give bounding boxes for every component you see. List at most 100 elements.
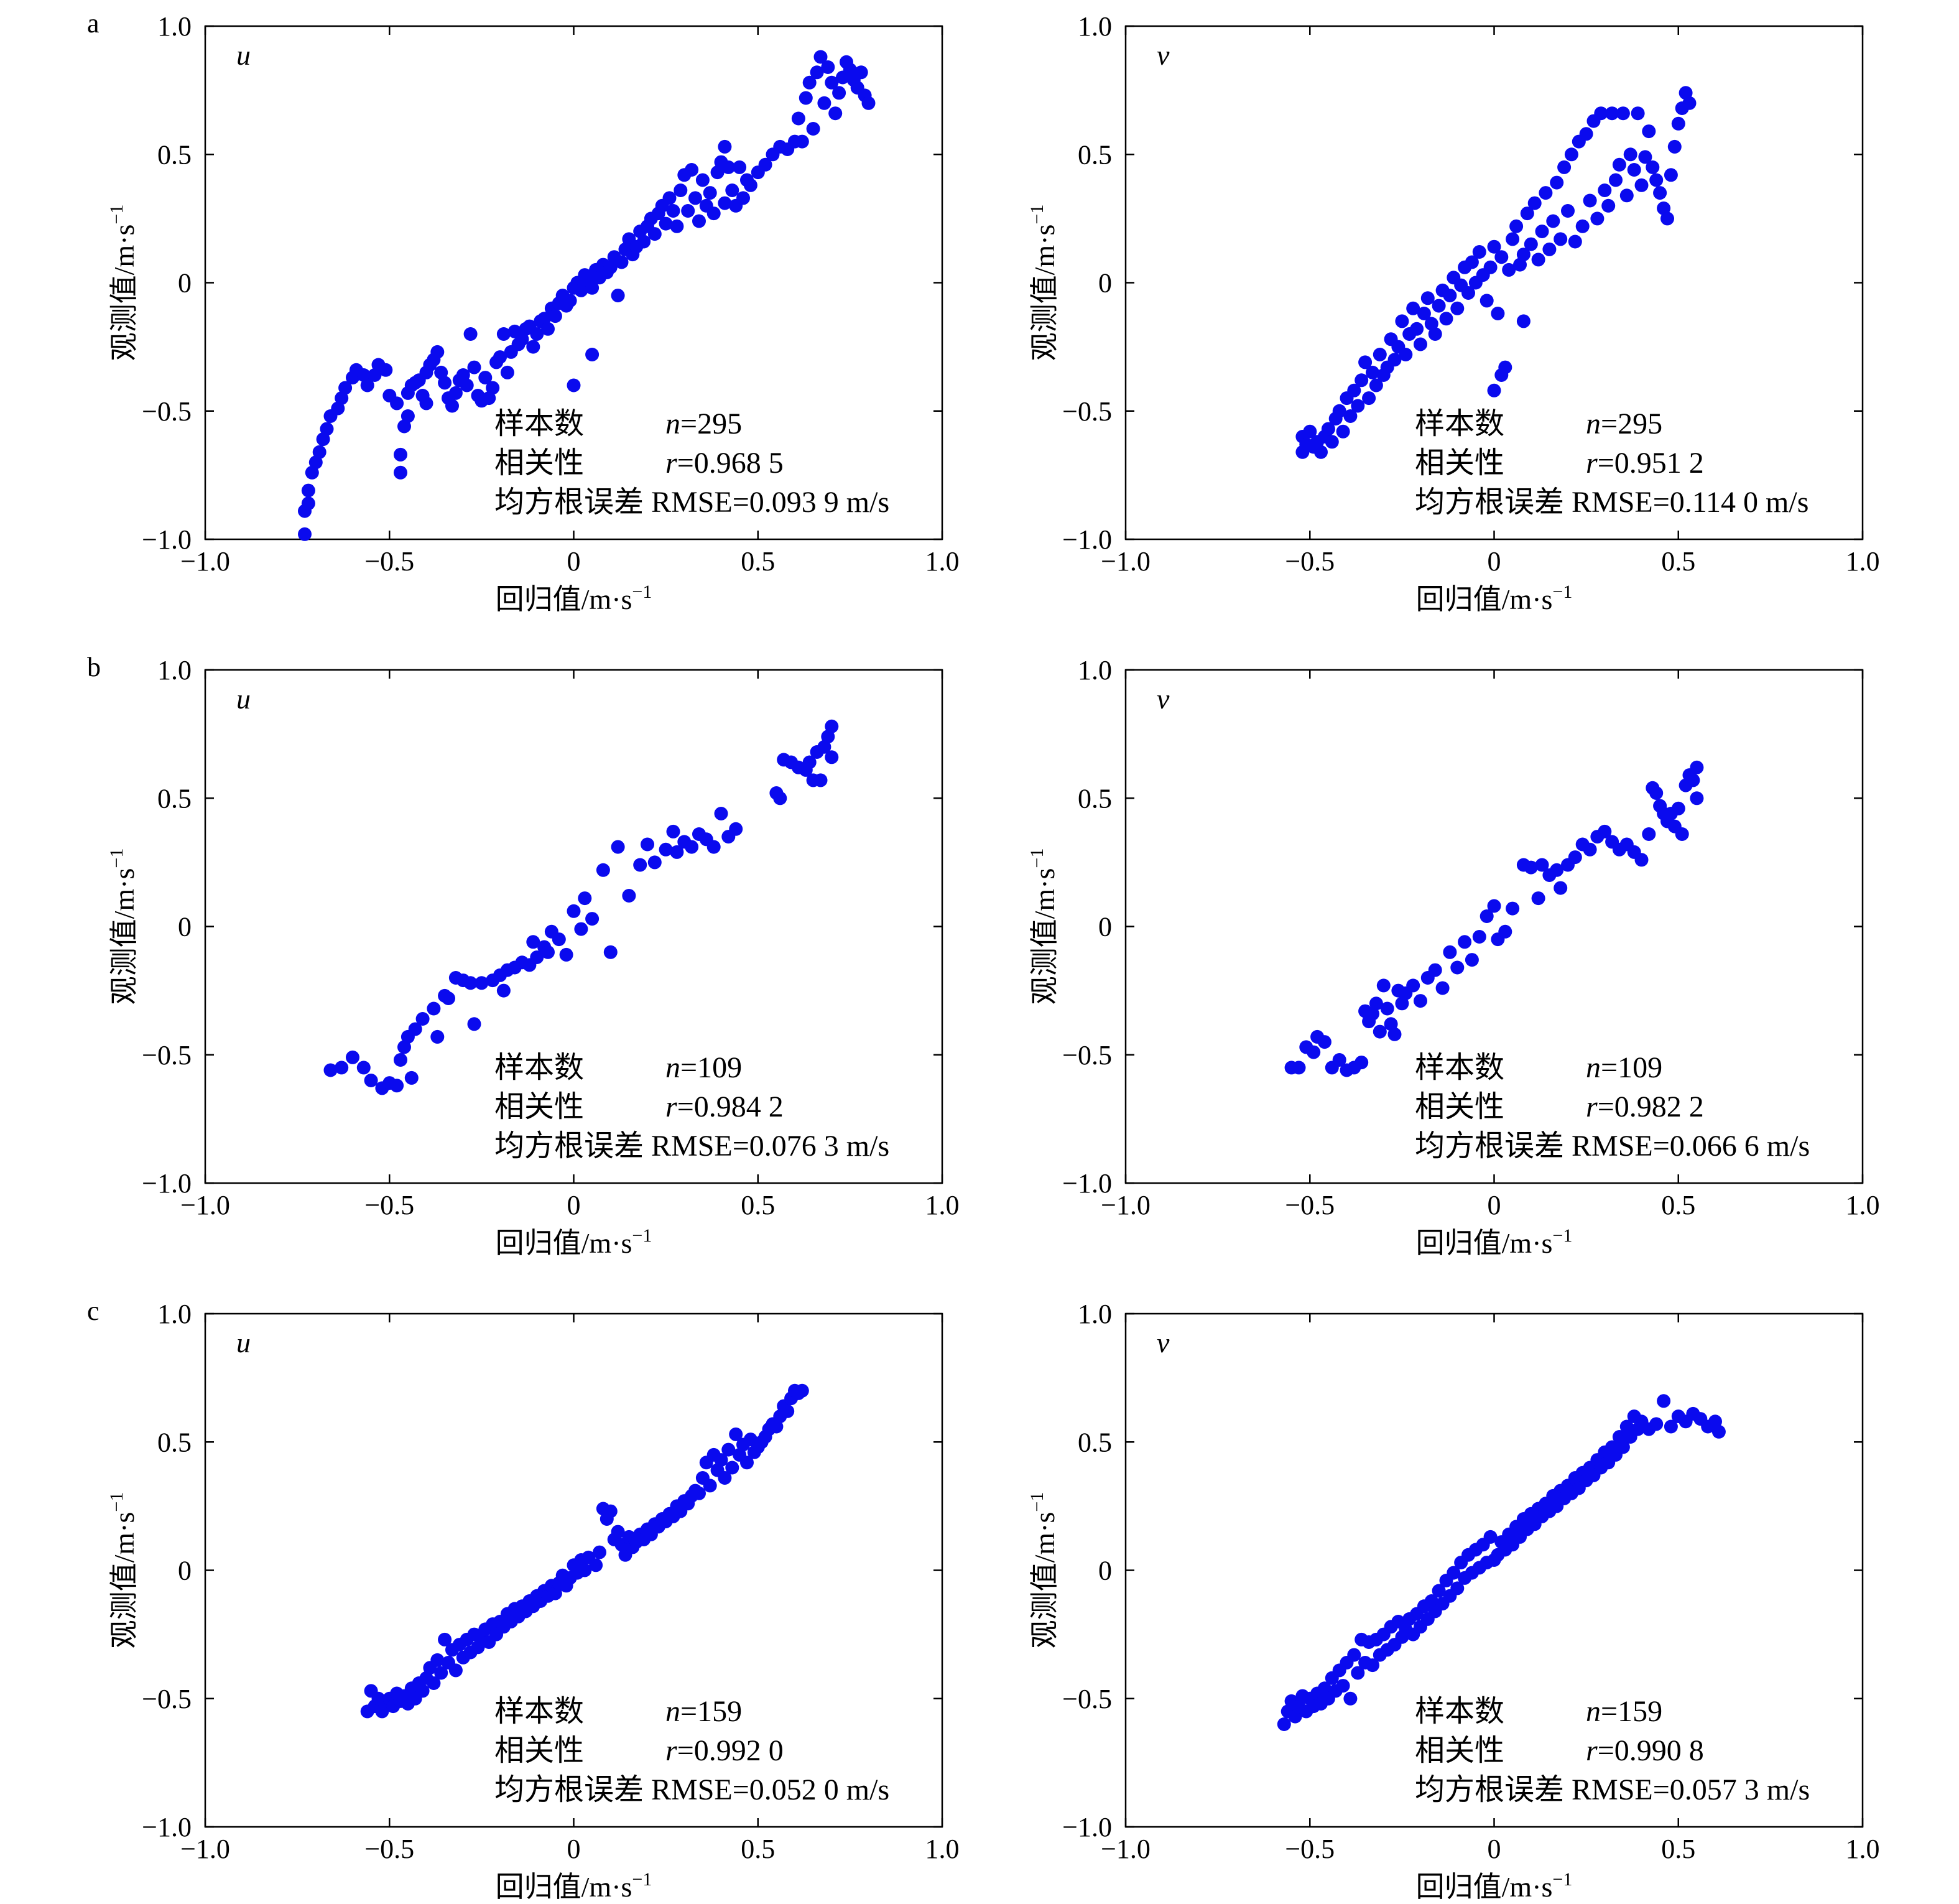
data-point	[308, 455, 323, 470]
data-point	[1638, 150, 1652, 164]
data-point	[408, 1022, 422, 1036]
stat-n-number: 159	[1618, 1695, 1662, 1728]
data-point	[817, 96, 831, 110]
data-point	[1420, 291, 1435, 305]
data-point	[1649, 1417, 1664, 1431]
data-point	[769, 1419, 784, 1434]
data-point	[758, 157, 772, 172]
data-point	[1347, 383, 1361, 397]
y-tick-label: 0	[178, 912, 192, 942]
y-tick-label: −1.0	[1062, 1812, 1112, 1842]
x-tick-label: −1.0	[1101, 1190, 1151, 1220]
data-point	[1671, 801, 1685, 815]
data-point	[526, 340, 540, 354]
y-axis-title: 观测值/m·s−1	[106, 848, 140, 1005]
stat-rmse-value: 0.093 9 m/s	[749, 486, 889, 519]
data-point	[832, 86, 846, 100]
data-point	[530, 327, 544, 341]
data-point	[1417, 307, 1431, 320]
data-point	[703, 186, 717, 200]
data-point	[725, 183, 739, 197]
data-point	[1539, 186, 1553, 200]
y-axis-title-exponent: −1	[106, 205, 127, 225]
stat-rmse-value: 0.066 6 m/s	[1670, 1130, 1810, 1163]
stat-r-number: 0.992 0	[694, 1734, 784, 1767]
data-point	[611, 289, 625, 303]
x-axis-title-text: 回归值/m·s	[1416, 1871, 1553, 1903]
data-point	[795, 134, 809, 149]
stat-rmse-prefix: RMSE=	[651, 1773, 749, 1806]
data-point	[460, 378, 474, 392]
data-point	[1458, 935, 1472, 949]
data-point	[1616, 106, 1630, 121]
stat-label-rmse: 均方根误差	[494, 1130, 644, 1163]
data-point	[1506, 232, 1520, 246]
data-point	[548, 1586, 562, 1600]
x-tick-label: 0.5	[741, 546, 775, 577]
data-point	[537, 312, 552, 326]
x-tick-label: −0.5	[364, 1834, 414, 1864]
y-axis-title-exponent: −1	[106, 848, 127, 868]
x-tick-label: 0	[1488, 546, 1501, 577]
data-point	[1491, 307, 1505, 320]
data-point	[1598, 824, 1612, 838]
y-tick-label: 1.0	[1078, 11, 1112, 42]
data-point	[394, 1053, 407, 1067]
data-point	[1395, 996, 1409, 1011]
data-point	[1450, 301, 1465, 315]
x-tick-label: 0.5	[741, 1190, 775, 1220]
data-point	[1708, 1414, 1722, 1429]
data-point	[1355, 373, 1369, 388]
data-point	[1410, 322, 1424, 336]
y-tick-label: 0.5	[157, 139, 192, 170]
stat-n-number: 159	[697, 1695, 742, 1728]
x-axis-title-exponent: −1	[632, 1225, 652, 1246]
data-point	[1557, 160, 1572, 174]
stat-rmse-prefix: RMSE=	[1572, 1130, 1670, 1163]
data-point	[394, 465, 407, 480]
data-point	[390, 1079, 404, 1093]
data-point	[622, 889, 636, 903]
stat-rmse-row: 均方根误差 RMSE=0.057 3 m/s	[1415, 1773, 1810, 1806]
data-point	[813, 50, 828, 64]
data-point	[674, 183, 688, 197]
data-point	[1575, 219, 1590, 233]
data-point	[1336, 424, 1350, 439]
stat-rmse-row: 均方根误差 RMSE=0.076 3 m/s	[494, 1130, 889, 1163]
data-point	[415, 1012, 430, 1026]
y-axis-title-text: 观测值/m·s	[1029, 225, 1060, 361]
data-point	[817, 740, 831, 754]
data-point	[1351, 1666, 1365, 1680]
data-point	[1450, 1581, 1465, 1595]
stat-symbol-r: r	[665, 447, 677, 480]
data-point	[806, 122, 820, 136]
y-tick-label: 0.5	[1078, 139, 1112, 170]
data-point	[1619, 188, 1634, 203]
stat-rmse-value: 0.052 0 m/s	[749, 1773, 889, 1806]
data-point	[773, 791, 787, 806]
data-point	[312, 445, 327, 459]
x-tick-label: −0.5	[1285, 1834, 1335, 1864]
scatter-panel-b_u: −1.0−1.0−0.5−0.5000.50.51.01.0回归值/m·s−1观…	[87, 652, 960, 1259]
stat-symbol-n: n	[1586, 407, 1601, 440]
stat-rmse-value: 0.114 0 m/s	[1670, 486, 1809, 519]
scatter-panel-c_u: −1.0−1.0−0.5−0.5000.50.51.01.0回归值/m·s−1观…	[87, 1296, 960, 1903]
data-point	[1373, 348, 1387, 361]
x-tick-label: 0	[567, 546, 581, 577]
data-point	[1277, 1717, 1291, 1731]
data-point	[1554, 881, 1568, 895]
y-tick-label: 0.5	[157, 783, 192, 814]
data-point	[1506, 901, 1520, 916]
data-point	[1443, 289, 1457, 303]
data-point	[1424, 1594, 1438, 1608]
data-point	[456, 368, 470, 382]
data-point	[1561, 204, 1575, 218]
data-point	[1657, 1394, 1671, 1408]
data-point	[695, 173, 710, 187]
data-point	[360, 378, 374, 392]
data-point	[1616, 1440, 1630, 1454]
data-point	[1336, 1679, 1350, 1693]
x-axis-title: 回归值/m·s−1	[1416, 1225, 1573, 1259]
data-point	[1649, 786, 1664, 800]
data-point	[647, 855, 662, 870]
